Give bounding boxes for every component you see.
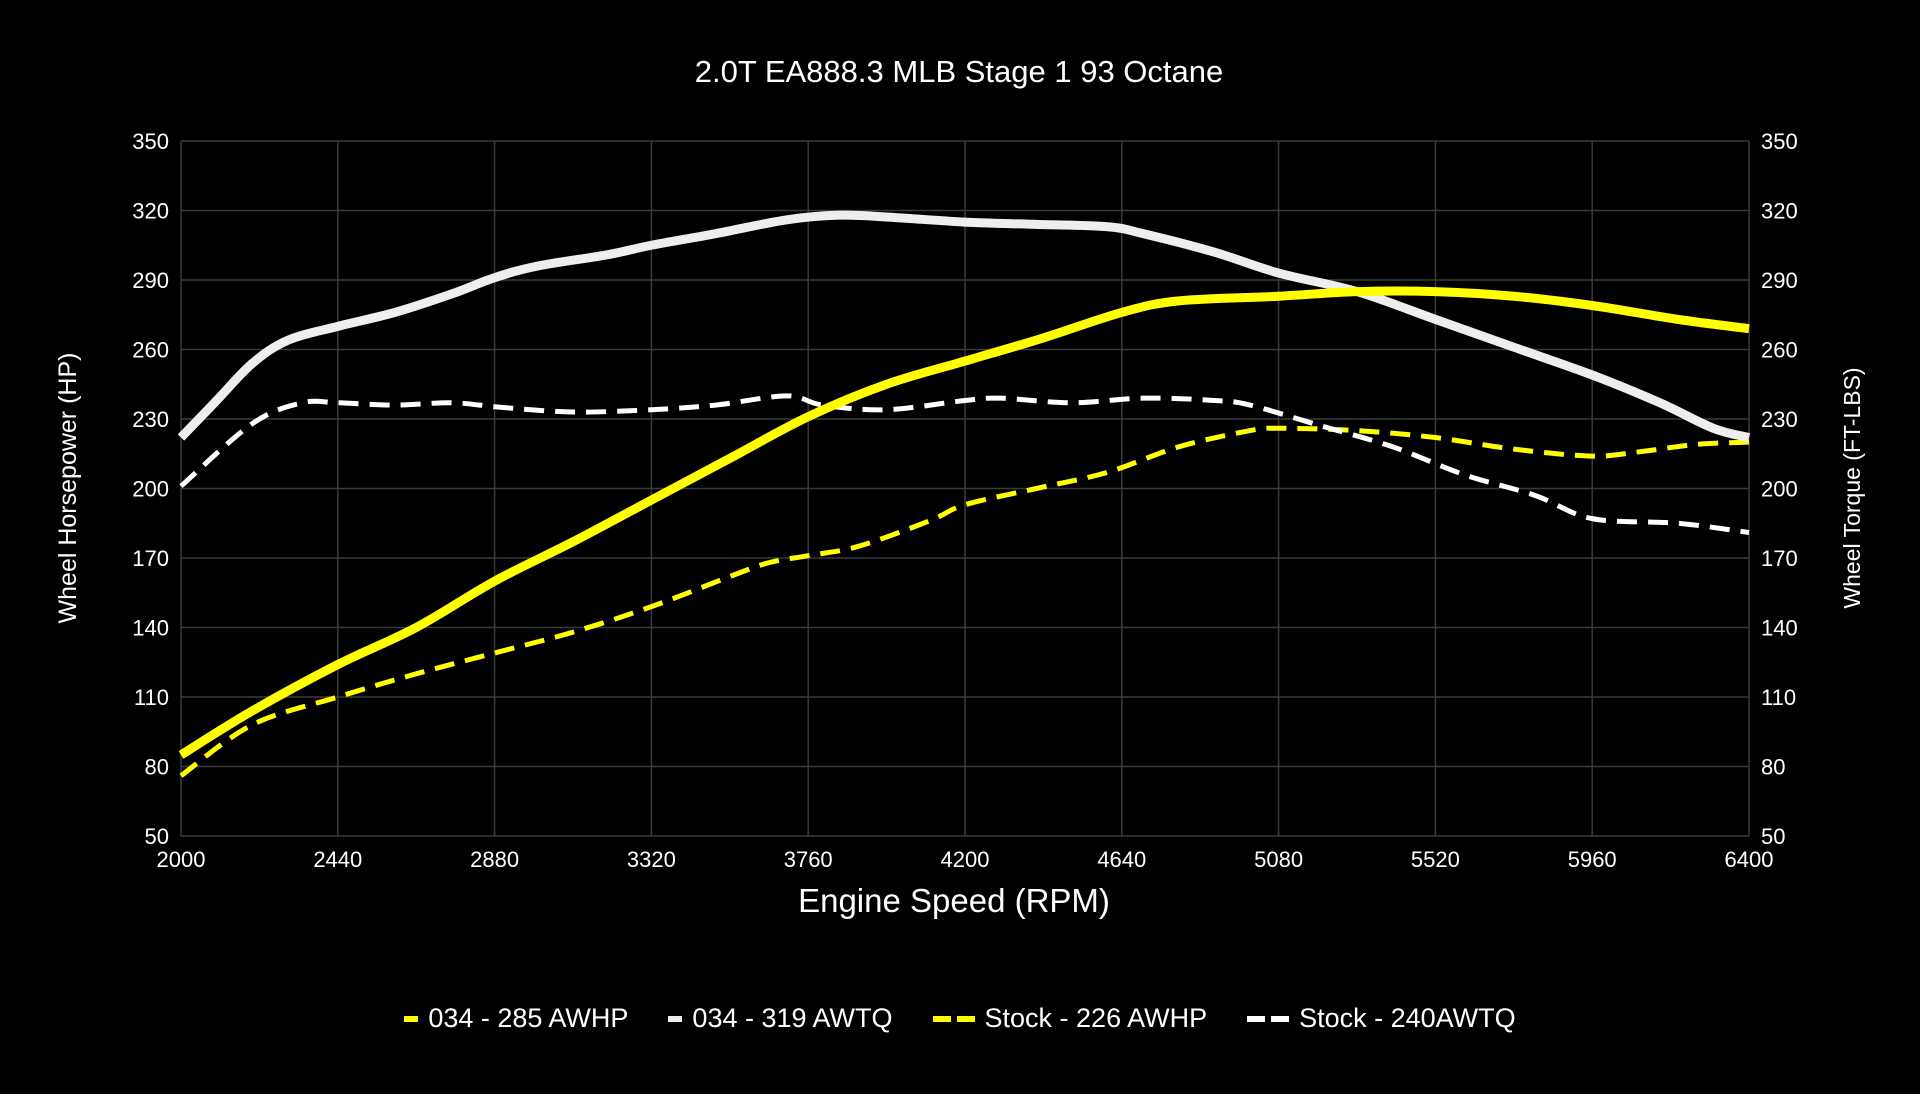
y-tick-label-left: 350	[132, 129, 169, 154]
y-tick-label-left: 110	[134, 685, 169, 710]
x-tick-label: 2440	[313, 847, 362, 872]
x-tick-label: 5520	[1411, 847, 1460, 872]
chart-title: 2.0T EA888.3 MLB Stage 1 93 Octane	[695, 54, 1224, 89]
y-tick-label-left: 50	[145, 824, 169, 849]
y-tick-label-right: 230	[1761, 407, 1798, 432]
y-tick-label-right: 290	[1761, 268, 1798, 293]
y-tick-label-left: 170	[132, 546, 169, 571]
x-tick-label: 3760	[784, 847, 833, 872]
series-line-034-285-awhp	[178, 286, 1750, 759]
x-tick-label: 5080	[1254, 847, 1303, 872]
legend-label: Stock - 240AWTQ	[1299, 1003, 1516, 1033]
y-tick-label-right: 80	[1761, 755, 1785, 780]
y-tick-label-right: 350	[1761, 129, 1798, 154]
legend-label: 034 - 285 AWHP	[428, 1003, 629, 1033]
y-tick-label-left: 140	[132, 616, 169, 641]
x-axis-title: Engine Speed (RPM)	[798, 882, 1110, 919]
y-tick-label-right: 170	[1761, 546, 1798, 571]
legend-item: Stock - 240AWTQ	[1247, 1003, 1516, 1034]
y-tick-label-left: 200	[132, 477, 169, 502]
tick-labels: 2000 2440 2880 3320 3760 4200 4640 5080 5520 5960…	[132, 129, 1797, 872]
legend-item: 034 - 285 AWHP	[404, 1003, 628, 1034]
series-line-stock-226-awhp	[179, 425, 1750, 778]
y-tick-label-left: 230	[132, 407, 169, 432]
x-tick-label: 6400	[1725, 847, 1774, 872]
y-tick-label-right: 320	[1761, 199, 1798, 224]
legend-label: 034 - 319 AWTQ	[692, 1003, 893, 1033]
y-tick-label-right: 200	[1761, 477, 1798, 502]
legend-swatch	[932, 1015, 975, 1022]
legend-item: 034 - 319 AWTQ	[668, 1003, 893, 1034]
y-tick-label-right: 260	[1761, 338, 1798, 363]
y-axis-title-right: Wheel Torque (FT-LBS)	[1839, 367, 1865, 608]
y-tick-label-left: 290	[132, 268, 169, 293]
legend-swatch	[1247, 1015, 1290, 1022]
x-tick-label: 4640	[1097, 847, 1146, 872]
x-tick-label: 5960	[1568, 847, 1617, 872]
y-tick-label-right: 140	[1761, 616, 1798, 641]
series-lines	[177, 210, 1751, 778]
x-tick-label: 3320	[627, 847, 676, 872]
legend-item: Stock - 226 AWHP	[932, 1003, 1208, 1034]
legend-swatch	[668, 1015, 683, 1022]
y-axis-title-left: Wheel Horsepower (HP)	[54, 353, 82, 624]
y-tick-label-left: 320	[132, 199, 169, 224]
x-tick-label: 2880	[470, 847, 519, 872]
legend-swatch	[404, 1015, 419, 1022]
series-line-034-319-awtq	[177, 210, 1751, 442]
legend: 034 - 285 AWHP 034 - 319 AWTQ Stock - 226 …	[0, 1003, 1920, 1034]
y-tick-label-left: 260	[132, 338, 169, 363]
y-tick-label-right: 50	[1761, 824, 1785, 849]
grid	[180, 140, 1750, 837]
y-tick-label-left: 80	[145, 755, 169, 780]
y-tick-label-right: 110	[1761, 685, 1796, 710]
series-line-stock-240awtq	[179, 393, 1750, 535]
legend-label: Stock - 226 AWHP	[984, 1003, 1208, 1033]
x-tick-label: 4200	[941, 847, 990, 872]
x-tick-label: 2000	[157, 847, 206, 872]
